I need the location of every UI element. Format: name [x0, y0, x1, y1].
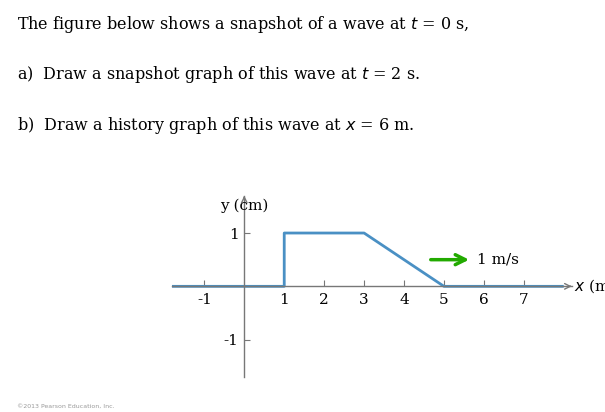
Text: The figure below shows a snapshot of a wave at $t$ = 0 s,: The figure below shows a snapshot of a w… — [17, 14, 469, 35]
Text: ©2013 Pearson Education, Inc.: ©2013 Pearson Education, Inc. — [17, 404, 114, 409]
Text: y (cm): y (cm) — [220, 199, 269, 213]
Text: $x$ (m): $x$ (m) — [574, 278, 605, 295]
Text: b)  Draw a history graph of this wave at $x$ = 6 m.: b) Draw a history graph of this wave at … — [17, 115, 414, 136]
Text: a)  Draw a snapshot graph of this wave at $t$ = 2 s.: a) Draw a snapshot graph of this wave at… — [17, 64, 420, 85]
Text: 1 m/s: 1 m/s — [477, 253, 518, 267]
